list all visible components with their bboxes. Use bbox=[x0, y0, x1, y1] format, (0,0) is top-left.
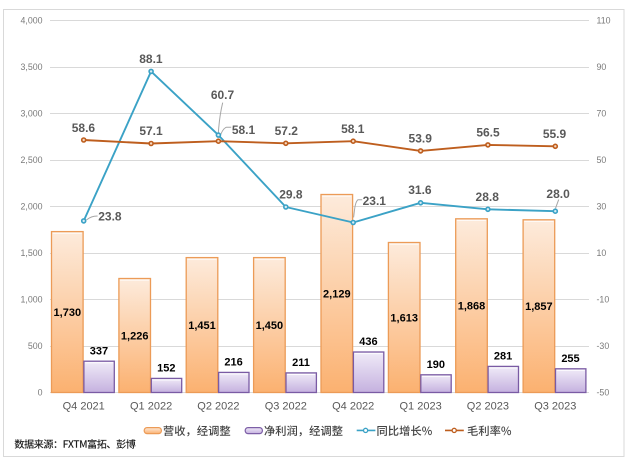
svg-text:0: 0 bbox=[38, 388, 43, 398]
svg-text:Q2 2022: Q2 2022 bbox=[197, 401, 239, 413]
svg-text:1,226: 1,226 bbox=[121, 331, 149, 343]
svg-text:1,500: 1,500 bbox=[20, 248, 42, 258]
svg-text:2,129: 2,129 bbox=[323, 289, 351, 301]
svg-text:58.6: 58.6 bbox=[72, 121, 96, 135]
svg-text:1,857: 1,857 bbox=[525, 301, 553, 313]
svg-text:2,500: 2,500 bbox=[20, 155, 42, 165]
svg-text:Q1 2023: Q1 2023 bbox=[399, 401, 441, 413]
svg-text:50: 50 bbox=[597, 155, 607, 165]
svg-text:28.8: 28.8 bbox=[476, 190, 500, 204]
svg-text:30: 30 bbox=[597, 202, 607, 212]
svg-text:Q4 2021: Q4 2021 bbox=[63, 401, 105, 413]
svg-text:1,451: 1,451 bbox=[188, 320, 216, 332]
svg-text:70: 70 bbox=[597, 109, 607, 119]
svg-text:281: 281 bbox=[494, 351, 512, 363]
svg-text:1,730: 1,730 bbox=[54, 307, 82, 319]
svg-text:3,500: 3,500 bbox=[20, 62, 42, 72]
svg-text:90: 90 bbox=[597, 62, 607, 72]
svg-text:-50: -50 bbox=[597, 388, 610, 398]
svg-text:23.8: 23.8 bbox=[98, 210, 122, 224]
svg-text:Q4 2022: Q4 2022 bbox=[332, 401, 374, 413]
svg-text:56.5: 56.5 bbox=[476, 126, 500, 140]
svg-text:216: 216 bbox=[224, 357, 242, 369]
svg-text:1,868: 1,868 bbox=[458, 301, 486, 313]
svg-text:-10: -10 bbox=[597, 295, 610, 305]
svg-text:2,000: 2,000 bbox=[20, 202, 42, 212]
svg-text:1,613: 1,613 bbox=[390, 313, 418, 325]
svg-text:152: 152 bbox=[157, 363, 175, 375]
svg-text:337: 337 bbox=[90, 345, 108, 357]
svg-text:57.2: 57.2 bbox=[275, 124, 299, 138]
svg-text:4,000: 4,000 bbox=[20, 16, 42, 26]
svg-text:57.1: 57.1 bbox=[139, 124, 163, 138]
svg-text:58.1: 58.1 bbox=[232, 123, 256, 137]
svg-text:88.1: 88.1 bbox=[139, 52, 163, 66]
svg-text:55.9: 55.9 bbox=[543, 127, 567, 141]
svg-text:-30: -30 bbox=[597, 341, 610, 351]
svg-text:255: 255 bbox=[561, 353, 579, 365]
svg-text:436: 436 bbox=[359, 336, 377, 348]
svg-text:31.6: 31.6 bbox=[408, 183, 432, 197]
svg-text:500: 500 bbox=[28, 341, 43, 351]
svg-text:23.1: 23.1 bbox=[363, 194, 387, 208]
svg-text:60.7: 60.7 bbox=[211, 88, 235, 102]
svg-text:29.8: 29.8 bbox=[279, 187, 303, 201]
svg-text:211: 211 bbox=[292, 357, 310, 369]
svg-text:190: 190 bbox=[427, 359, 445, 371]
svg-text:10: 10 bbox=[597, 248, 607, 258]
svg-text:1,450: 1,450 bbox=[256, 320, 284, 332]
svg-text:110: 110 bbox=[597, 16, 611, 26]
svg-text:28.0: 28.0 bbox=[546, 187, 570, 201]
svg-text:Q3 2023: Q3 2023 bbox=[534, 401, 576, 413]
svg-text:Q2 2023: Q2 2023 bbox=[467, 401, 509, 413]
svg-text:53.9: 53.9 bbox=[409, 131, 433, 145]
svg-text:3,000: 3,000 bbox=[20, 109, 42, 119]
svg-text:1,000: 1,000 bbox=[20, 295, 42, 305]
svg-text:Q3 2022: Q3 2022 bbox=[265, 401, 307, 413]
svg-text:58.1: 58.1 bbox=[341, 122, 365, 136]
svg-text:Q1 2022: Q1 2022 bbox=[130, 401, 172, 413]
